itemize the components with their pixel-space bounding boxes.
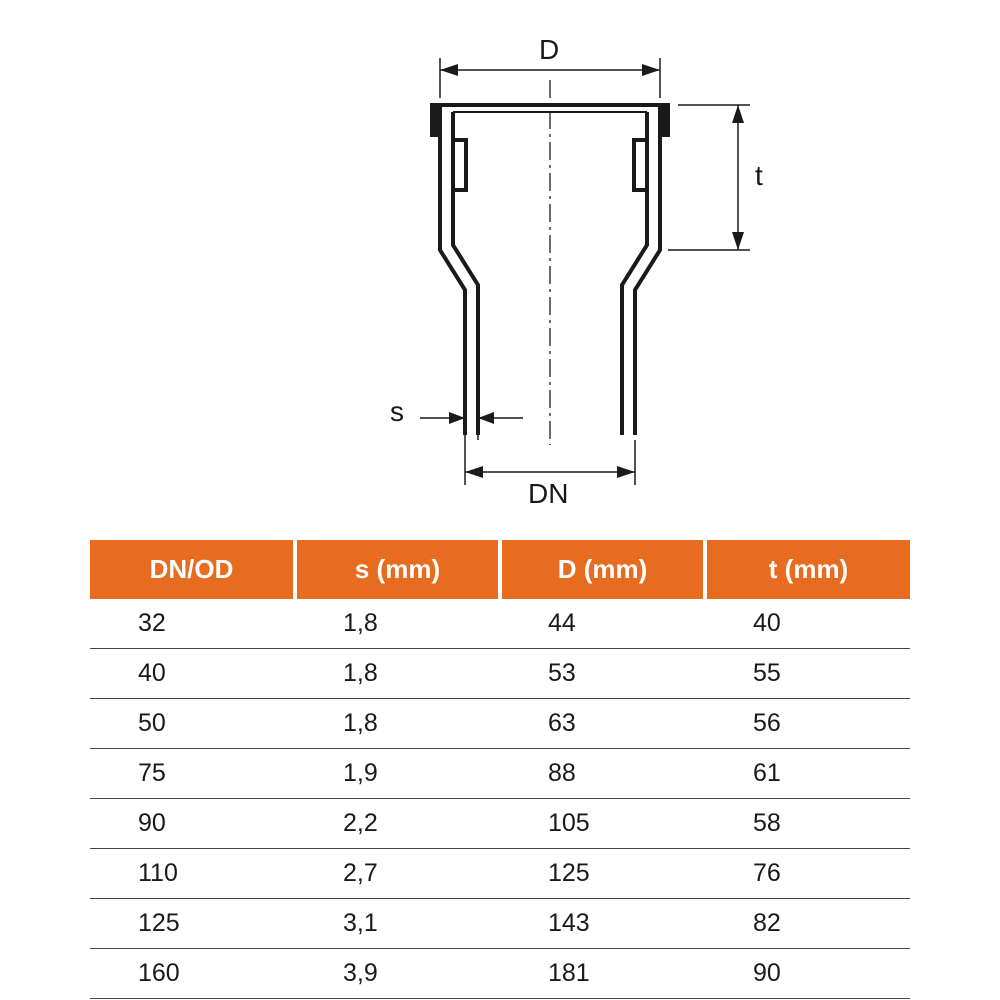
table-cell: 1,9 <box>295 749 500 799</box>
table-cell: 63 <box>500 699 705 749</box>
spec-table: DN/ODs (mm)D (mm)t (mm) 321,84440401,853… <box>90 540 910 999</box>
table-row: 321,84440 <box>90 599 910 649</box>
label-s: s <box>390 396 404 428</box>
spec-col-header: D (mm) <box>500 540 705 599</box>
table-cell: 2,2 <box>295 799 500 849</box>
table-cell: 82 <box>705 899 910 949</box>
table-row: 902,210558 <box>90 799 910 849</box>
table-cell: 58 <box>705 799 910 849</box>
table-cell: 110 <box>90 849 295 899</box>
spec-table-body: 321,84440401,85355501,86356751,98861902,… <box>90 599 910 999</box>
diagram-svg <box>270 40 870 500</box>
table-cell: 61 <box>705 749 910 799</box>
table-cell: 3,9 <box>295 949 500 999</box>
table-row: 501,86356 <box>90 699 910 749</box>
table-cell: 50 <box>90 699 295 749</box>
table-cell: 181 <box>500 949 705 999</box>
label-d: D <box>539 34 559 66</box>
table-cell: 53 <box>500 649 705 699</box>
table-row: 751,98861 <box>90 749 910 799</box>
table-cell: 2,7 <box>295 849 500 899</box>
table-cell: 40 <box>705 599 910 649</box>
table-cell: 125 <box>90 899 295 949</box>
table-cell: 160 <box>90 949 295 999</box>
table-cell: 90 <box>90 799 295 849</box>
table-cell: 125 <box>500 849 705 899</box>
table-row: 1253,114382 <box>90 899 910 949</box>
table-cell: 1,8 <box>295 699 500 749</box>
table-cell: 3,1 <box>295 899 500 949</box>
table-row: 401,85355 <box>90 649 910 699</box>
spec-col-header: t (mm) <box>705 540 910 599</box>
table-cell: 75 <box>90 749 295 799</box>
spec-col-header: DN/OD <box>90 540 295 599</box>
spec-table-header-row: DN/ODs (mm)D (mm)t (mm) <box>90 540 910 599</box>
table-cell: 88 <box>500 749 705 799</box>
table-cell: 105 <box>500 799 705 849</box>
table-cell: 1,8 <box>295 649 500 699</box>
table-row: 1102,712576 <box>90 849 910 899</box>
dimension-diagram: D t s DN <box>270 40 870 500</box>
table-cell: 32 <box>90 599 295 649</box>
table-cell: 90 <box>705 949 910 999</box>
table-cell: 44 <box>500 599 705 649</box>
table-cell: 76 <box>705 849 910 899</box>
label-t: t <box>755 160 763 192</box>
table-cell: 56 <box>705 699 910 749</box>
label-dn: DN <box>528 478 568 510</box>
table-cell: 1,8 <box>295 599 500 649</box>
spec-table-head: DN/ODs (mm)D (mm)t (mm) <box>90 540 910 599</box>
spec-col-header: s (mm) <box>295 540 500 599</box>
table-cell: 40 <box>90 649 295 699</box>
table-row: 1603,918190 <box>90 949 910 999</box>
table-cell: 143 <box>500 899 705 949</box>
page-container: D t s DN DN/ODs (mm)D (mm)t (mm) 321,844… <box>0 0 1000 1000</box>
table-cell: 55 <box>705 649 910 699</box>
